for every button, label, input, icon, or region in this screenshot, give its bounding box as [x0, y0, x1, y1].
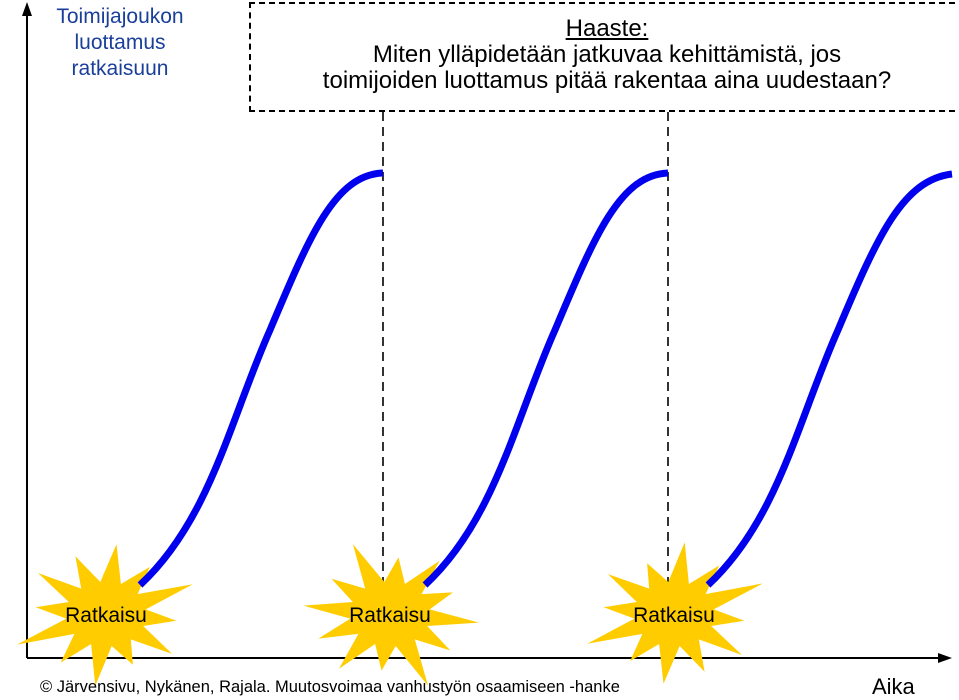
burst-label-3: Ratkaisu [633, 604, 715, 627]
burst-label-2: Ratkaisu [349, 604, 431, 627]
y-axis-label-line-3: ratkaisuun [71, 57, 169, 80]
ratkaisu-burst-1 [17, 544, 193, 686]
copyright-credit: © Järvensivu, Nykänen, Rajala. Muutosvoi… [40, 678, 620, 696]
challenge-line-1: Miten ylläpidetään jatkuvaa kehittämistä… [372, 41, 842, 68]
burst-label-1: Ratkaisu [65, 604, 147, 627]
challenge-box: Haaste: Miten ylläpidetään jatkuvaa kehi… [249, 2, 959, 112]
challenge-title: Haaste: [565, 15, 649, 42]
x-axis-arrow [938, 653, 952, 663]
y-axis-label-line-1: Toimijajoukon [56, 5, 184, 28]
challenge-line-2: toimijoiden luottamus pitää rakentaa ain… [322, 67, 892, 94]
y-axis-label-line-2: luottamus [74, 31, 166, 54]
ratkaisu-burst-3 [587, 542, 763, 684]
ratkaisu-burst-2 [303, 544, 479, 686]
y-axis-label: Toimijajoukon luottamus ratkaisuun [40, 4, 200, 82]
trust-curve-2 [422, 169, 669, 588]
trust-curve-3 [705, 170, 953, 588]
x-axis-label: Aika [872, 674, 915, 699]
y-axis-arrow [22, 2, 32, 16]
trust-curve-1 [137, 169, 384, 588]
